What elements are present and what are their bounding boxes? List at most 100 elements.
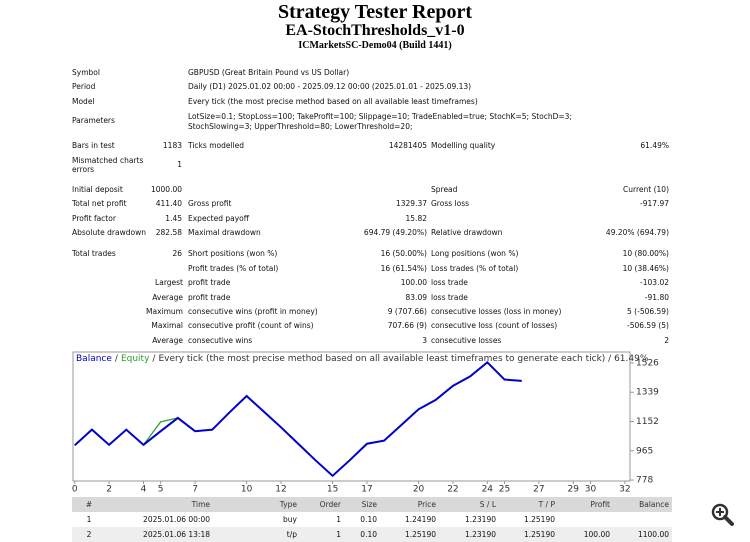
stat-value: 9 (707.66) [387,307,427,316]
table-header-cell: Price [417,500,436,509]
y-tick-label: 778 [636,476,653,486]
x-tick-label: 20 [413,485,425,495]
stat-label: consecutive wins [188,336,253,345]
y-tick-label: 1526 [636,358,659,368]
stat-value: 1 [177,160,182,169]
table-cell: 0.10 [360,530,377,539]
stat-label: Maximal drawdown [188,228,261,237]
stat-label: consecutive loss (count of losses) [431,321,558,330]
table-row-bg [72,527,672,542]
stat-label: Gross loss [431,199,470,208]
stat-value: 282.58 [155,228,182,237]
x-tick-label: 17 [361,485,372,495]
stat-label: consecutive wins (profit in money) [188,307,318,316]
stat-label: profit trade [188,278,231,287]
setting-value: GBPUSD (Great Britain Pound vs US Dollar… [188,68,350,77]
table-cell: 1 [336,530,341,539]
stat-label: loss trade [431,293,468,302]
table-cell: buy [283,515,297,524]
x-tick-label: 0 [72,485,78,495]
table-cell: 1.25190 [523,530,555,539]
stat-label: Bars in test [72,141,115,150]
stat-label: Expected payoff [188,214,249,223]
table-header-cell: Profit [590,500,610,509]
stat-value: 10 (38.46%) [622,264,669,273]
stat-value: 411.40 [155,199,182,208]
x-tick-label: 10 [241,485,253,495]
stat-label: Modelling quality [431,141,496,150]
x-tick-label: 2 [106,485,112,495]
stat-value: 15.82 [405,214,427,223]
stat-label: consecutive losses [431,336,502,345]
stat-prefix: Average [152,293,183,302]
zoom-button[interactable] [708,500,736,528]
stat-value: -917.97 [640,199,669,208]
x-tick-label: 27 [533,485,544,495]
table-cell: 1.23190 [464,530,496,539]
y-tick-label: 1152 [636,417,659,427]
table-cell: t/p [286,530,297,539]
table-cell: 1 [86,515,92,524]
table-cell: 1100.00 [637,530,669,539]
stat-value: 5 (-506.59) [627,307,669,316]
stat-value: 83.09 [405,293,427,302]
setting-label: Period [72,82,96,91]
table-header-cell: Size [361,500,377,509]
table-cell: 1.24190 [404,515,436,524]
stat-value: -91.80 [644,293,669,302]
zoom-handle[interactable] [723,515,734,526]
stat-label: Short positions (won %) [188,249,278,258]
table-header-cell: Type [279,500,297,509]
setting-value: Daily (D1) 2025.01.02 00:00 - 2025.09.12… [188,82,472,91]
stat-value: 61.49% [640,141,669,150]
legend-separator: / [115,354,119,364]
y-tick-label: 1339 [636,388,659,398]
x-tick-label: 30 [585,485,597,495]
table-cell: 1.25190 [523,515,555,524]
setting-value: Every tick (the most precise method base… [188,97,478,106]
stat-value: -103.02 [640,278,669,287]
x-tick-label: 15 [327,485,338,495]
stat-value: 3 [422,336,427,345]
x-tick-label: 29 [568,485,580,495]
stat-value: 1183 [162,141,182,150]
table-header-cell: S / L [479,500,496,509]
table-header-cell: # [85,500,93,509]
stat-label: consecutive profit (count of wins) [188,321,314,330]
stat-value: 16 (50.00%) [380,249,427,258]
x-tick-label: 32 [619,485,630,495]
stat-label: Gross profit [188,199,232,208]
stat-value: 26 [172,249,182,258]
stat-value: 10 (80.00%) [622,249,669,258]
series-line [74,360,522,478]
x-tick-label: 24 [482,485,494,495]
table-header-cell: T / P [538,500,555,509]
table-header-bg [72,497,672,512]
table-cell: 2025.01.06 13:18 [143,530,210,539]
zoom-lens[interactable] [711,503,729,521]
x-tick-label: 5 [158,485,164,495]
legend-caption: Every tick (the most precise method base… [158,354,648,364]
build-info: ICMarketsSC-Demo04 (Build 1441) [298,40,452,51]
stat-prefix: Largest [155,278,183,287]
plot-area [72,351,631,482]
stat-label: Spread [431,185,458,194]
stat-value: 1329.37 [395,199,427,208]
table-cell: 1.23190 [464,515,496,524]
table-cell: 0.10 [360,515,377,524]
table-cell: 1.25190 [404,530,436,539]
stat-label: Loss trades (% of total) [431,264,519,273]
report-title: Strategy Tester Report [277,1,473,23]
stat-value: 1000.00 [150,185,182,194]
setting-label: Symbol [72,68,100,77]
table-cell: 2025.01.06 00:00 [143,515,210,524]
setting-label: Model [72,97,95,106]
table-header-cell: Order [319,500,341,509]
table-cell: 100.00 [583,530,610,539]
stat-label: Initial deposit [72,185,123,194]
stat-value: 707.66 (9) [387,321,427,330]
table-header-cell: Balance [639,500,669,509]
stat-label: consecutive losses (loss in money) [431,307,562,316]
